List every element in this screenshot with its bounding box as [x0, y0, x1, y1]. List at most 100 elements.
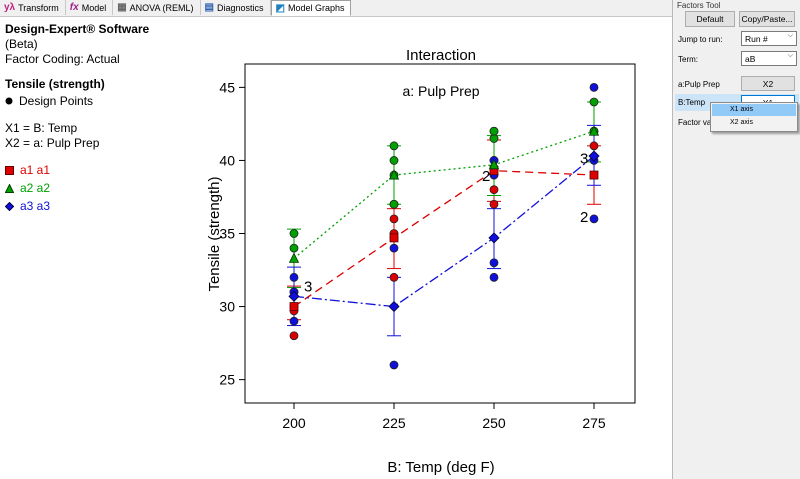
- series-line-a1: [293, 170, 595, 308]
- legend-a1: a1 a1: [5, 161, 149, 179]
- plot-area: [244, 63, 636, 404]
- chevron-down-icon: ⌵: [787, 32, 793, 39]
- graph-icon: ◩: [275, 2, 285, 14]
- square-marker-icon: [5, 165, 14, 175]
- jump-to-run-select[interactable]: Run # ⌵: [741, 31, 797, 46]
- design-point-a2: [389, 141, 399, 151]
- tab-label: Model Graphs: [287, 3, 345, 13]
- interaction-chart[interactable]: Interaction a: Pulp Prep B: Temp (deg F)…: [0, 0, 672, 479]
- design-point-a1: [489, 185, 499, 195]
- design-point-a3: [289, 316, 299, 326]
- tab-label: Diagnostics: [216, 2, 264, 13]
- tab-model[interactable]: fx Model: [66, 0, 114, 15]
- mean-marker-a3: [288, 290, 300, 302]
- tab-anova[interactable]: ▦ ANOVA (REML): [113, 0, 201, 15]
- design-point-a2: [289, 243, 299, 253]
- mean-marker-a1: [289, 302, 299, 311]
- design-point-a2: [589, 97, 599, 107]
- tab-transform[interactable]: yλ Transform: [0, 0, 66, 15]
- axis-context-menu: X1 axis X2 axis: [710, 102, 798, 132]
- point-count-label: 3: [304, 278, 312, 295]
- response-name: Tensile (strength): [5, 77, 105, 91]
- term-label: Term:: [678, 55, 698, 64]
- x-axis-label: B: Temp (deg F): [387, 459, 494, 476]
- default-button[interactable]: Default: [685, 11, 735, 27]
- design-point-a1: [389, 214, 399, 224]
- mean-marker-a2: [488, 158, 500, 170]
- mean-marker-a3: [388, 300, 400, 313]
- software-name: Design-Expert® Software: [5, 22, 150, 36]
- factors-tool-panel: Factors Tool Default Copy/Paste... Jump …: [672, 0, 800, 479]
- design-point-a2: [389, 156, 399, 165]
- design-point-a3: [589, 82, 599, 92]
- mean-marker-a2: [288, 252, 300, 263]
- graph-info-panel: Design-Expert® Software (Beta) Factor Co…: [5, 22, 149, 215]
- jump-to-run-value: Run #: [745, 33, 768, 44]
- design-point-a2: [489, 126, 499, 136]
- mean-marker-a3: [488, 232, 500, 244]
- legend-label: a1 a1: [20, 162, 51, 177]
- transform-icon: yλ: [4, 2, 16, 13]
- y-axis-label: Tensile (strength): [206, 176, 223, 291]
- jump-to-run-label: Jump to run:: [678, 35, 723, 44]
- mean-marker-a2: [388, 169, 400, 180]
- x-tick-label: 225: [382, 415, 406, 431]
- diagnostics-icon: ▤: [204, 2, 214, 13]
- factors-tool-title: Factors Tool: [677, 1, 721, 10]
- copy-paste-button[interactable]: Copy/Paste...: [739, 11, 795, 27]
- series-line-a3: [293, 155, 595, 308]
- design-point-a2: [289, 229, 299, 238]
- diamond-marker-icon: [5, 201, 14, 211]
- term-value: aB: [745, 53, 756, 64]
- x-tick-label: 200: [282, 415, 306, 431]
- mean-marker-a1: [589, 170, 599, 180]
- design-point-a1: [389, 272, 399, 282]
- point-count-label: 2: [482, 168, 490, 185]
- point-count-label: 2: [580, 209, 588, 226]
- design-point-a1: [589, 141, 599, 151]
- menu-item-x2-axis[interactable]: X2 axis: [730, 119, 753, 126]
- chevron-down-icon: ⌵: [787, 52, 793, 59]
- pulp-prep-label: a:Pulp Prep: [678, 80, 720, 89]
- design-point-a3: [489, 272, 499, 282]
- design-points-label: Design Points: [19, 93, 94, 108]
- legend-label: a2 a2: [20, 180, 51, 195]
- triangle-marker-icon: [5, 183, 14, 193]
- menu-item-x1-axis[interactable]: X1 axis: [712, 104, 796, 116]
- table-icon: ▦: [117, 2, 127, 13]
- series-line-a2: [293, 130, 595, 259]
- x-tick-label: 275: [582, 415, 606, 431]
- term-select[interactable]: aB ⌵: [741, 51, 797, 66]
- mean-marker-a2: [588, 125, 600, 136]
- design-point-a3: [389, 360, 399, 370]
- design-point-a3: [589, 214, 599, 224]
- function-icon: fx: [69, 2, 79, 13]
- temp-label: B:Temp: [678, 98, 706, 107]
- design-point-a2: [389, 199, 399, 209]
- factor-values-label: Factor valu: [678, 118, 718, 127]
- design-point-a3: [289, 272, 299, 282]
- tab-label: Model: [81, 2, 107, 13]
- factor-coding: Factor Coding: Actual: [5, 52, 120, 66]
- tab-label: Transform: [18, 2, 59, 13]
- design-points-legend: Design Points: [5, 92, 149, 110]
- software-beta: (Beta): [5, 37, 38, 51]
- design-point-a3: [489, 258, 499, 268]
- chart-title: Interaction: [406, 47, 476, 64]
- legend-label: a3 a3: [20, 198, 51, 213]
- tab-model-graphs[interactable]: ◩ Model Graphs: [270, 0, 352, 16]
- x-tick-label: 250: [482, 415, 506, 431]
- chart-subtitle: a: Pulp Prep: [402, 83, 479, 99]
- mean-marker-a1: [389, 233, 399, 243]
- point-count-label: 3: [580, 150, 588, 167]
- y-tick-label: 45: [219, 79, 235, 95]
- design-point-a2: [489, 134, 499, 143]
- x2-factor: X2 = a: Pulp Prep: [5, 136, 100, 150]
- y-tick-label: 40: [219, 152, 235, 168]
- tab-label: ANOVA (REML): [129, 2, 194, 13]
- y-tick-label: 25: [219, 372, 235, 388]
- pulp-prep-axis-button[interactable]: X2: [741, 76, 795, 91]
- design-point-a3: [389, 243, 399, 253]
- legend-a2: a2 a2: [5, 179, 149, 197]
- tab-diagnostics[interactable]: ▤ Diagnostics: [201, 0, 271, 15]
